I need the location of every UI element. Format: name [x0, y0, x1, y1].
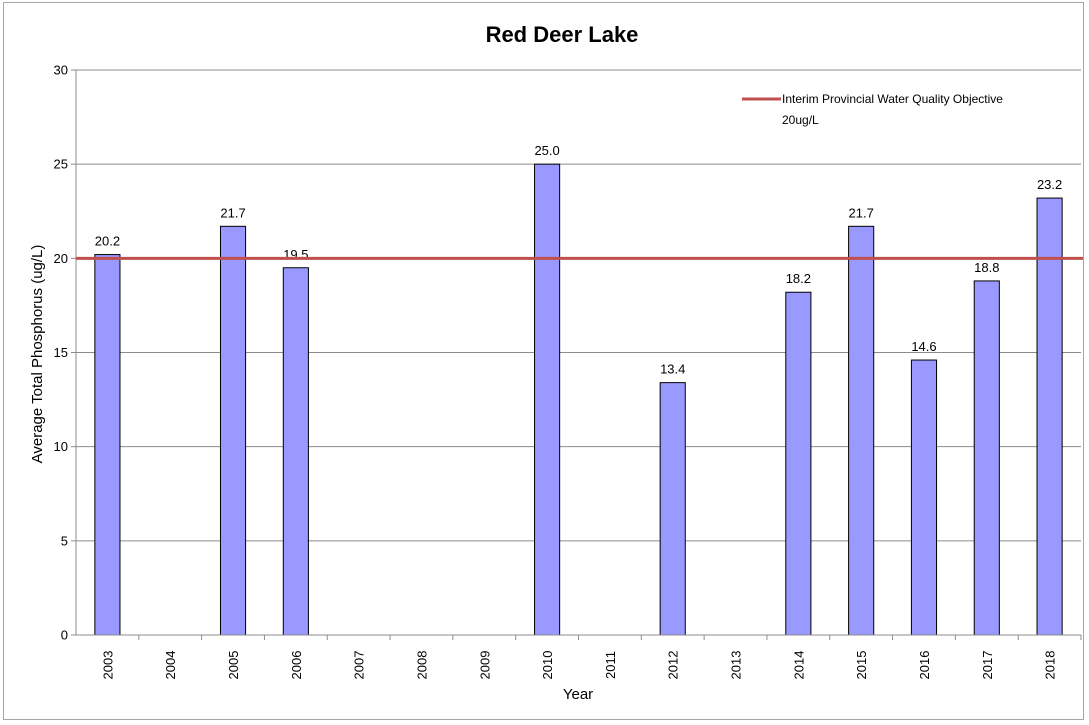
x-tick-label: 2004 — [163, 651, 178, 680]
x-tick-label: 2003 — [100, 651, 115, 680]
x-tick-label: 2012 — [666, 651, 681, 680]
axes — [75, 70, 1081, 636]
x-tick-label: 2006 — [289, 651, 304, 680]
y-tick-label: 10 — [54, 439, 68, 454]
x-tick-label: 2018 — [1043, 651, 1058, 680]
y-tick-label: 15 — [54, 345, 68, 360]
y-tick-label: 20 — [54, 251, 68, 266]
legend-label-line1: Interim Provincial Water Quality Objecti… — [782, 92, 1003, 106]
bar — [659, 382, 686, 636]
y-axis-title: Average Total Phosphorus (ug/L) — [29, 245, 46, 464]
x-tick-label: 2016 — [917, 651, 932, 680]
bar — [785, 291, 812, 636]
x-tick-label: 2008 — [414, 651, 429, 680]
data-label: 25.0 — [534, 143, 559, 158]
bar — [910, 359, 938, 636]
chart-title: Red Deer Lake — [486, 22, 639, 47]
bar — [1036, 197, 1063, 636]
legend-label-line2: 20ug/L — [782, 113, 819, 127]
data-label: 21.7 — [849, 205, 874, 220]
x-tick-label: 2005 — [226, 651, 241, 680]
data-label: 14.6 — [911, 339, 936, 354]
data-label: 18.2 — [786, 271, 811, 286]
y-tick-labels: 0 5 10 15 20 25 30 — [54, 63, 76, 643]
bars — [94, 163, 1063, 636]
data-label: 20.2 — [95, 234, 120, 249]
bar — [534, 163, 561, 636]
x-tick-label: 2014 — [791, 651, 806, 680]
x-tick-label: 2009 — [477, 651, 492, 680]
y-tick-label: 25 — [54, 157, 68, 172]
bar — [973, 280, 1000, 636]
data-label: 21.7 — [220, 205, 245, 220]
data-label: 18.8 — [974, 260, 999, 275]
data-label: 23.2 — [1037, 177, 1062, 192]
y-tick-label: 30 — [54, 63, 68, 78]
bar — [219, 225, 247, 636]
y-tick-label: 5 — [61, 533, 68, 548]
bar — [282, 267, 309, 636]
legend: Interim Provincial Water Quality Objecti… — [742, 92, 1003, 127]
x-tick-labels: 2003 2004 2005 2006 2007 2008 2009 2010 2011 2012… — [100, 635, 1082, 680]
x-axis-title: Year — [563, 686, 593, 703]
x-tick-label: 2007 — [352, 651, 367, 680]
x-tick-label: 2013 — [729, 651, 744, 680]
x-tick-label: 2010 — [540, 651, 555, 680]
x-tick-label: 2011 — [603, 651, 618, 679]
data-label: 13.4 — [660, 362, 685, 377]
bar — [94, 254, 121, 636]
x-tick-label: 2015 — [854, 651, 869, 680]
y-tick-label: 0 — [61, 628, 68, 643]
x-tick-label: 2017 — [980, 651, 995, 680]
bar — [848, 225, 875, 636]
